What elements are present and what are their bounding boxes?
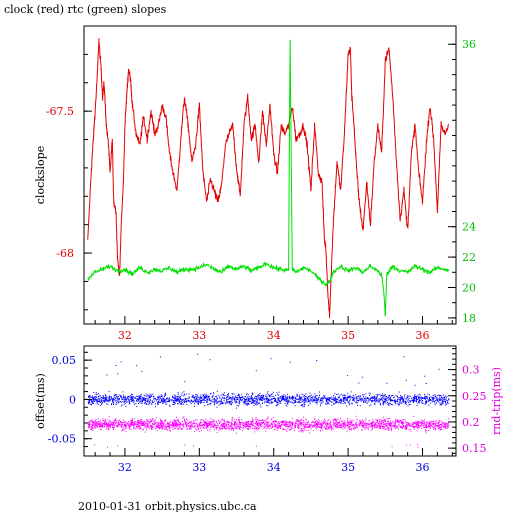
top-y2-tick-label: 18	[462, 312, 476, 325]
footer-caption: 2010-01-31 orbit.physics.ubc.ca	[78, 500, 257, 512]
clock-series-line	[87, 38, 450, 319]
top-x-tick-label: 33	[192, 329, 206, 342]
bottom-x-tick-label: 34	[267, 461, 281, 474]
bottom-x-tick-label: 33	[192, 461, 206, 474]
bottom-y2-tick-label: 0.3	[462, 364, 480, 377]
top-y2-tick-label: 22	[462, 251, 476, 264]
top-y2-tick-label: 20	[462, 282, 476, 295]
top-frame	[83, 25, 457, 325]
bottom-y-tick-label: 0	[69, 393, 76, 406]
bottom-y2-tick-label: 0.2	[462, 416, 480, 429]
bottom-y-tick-label: 0.05	[52, 354, 77, 367]
top-panel: 32 33 34 35 36 -67.5 -68 18 20 22 24 36 clockslope	[34, 25, 476, 342]
bottom-panel: 32 33 34 35 36 0.05 0 -0.05 0.3 0.25 0.2 0.15 offse…	[34, 345, 503, 474]
bottom-x-tick-label: 36	[416, 461, 430, 474]
top-x-tick-label: 35	[341, 329, 355, 342]
top-y-tick-label: -67.5	[46, 105, 74, 118]
top-series-layer	[87, 38, 450, 319]
bottom-x-tick-label: 32	[118, 461, 132, 474]
top-x-tick-label: 32	[118, 329, 132, 342]
top-y2-tick-label: 36	[462, 38, 476, 51]
offset-scatter-points	[87, 353, 450, 409]
bottom-x-tick-label: 35	[341, 461, 355, 474]
bottom-axes-layer: 32 33 34 35 36 0.05 0 -0.05 0.3 0.25 0.2 0.15	[48, 348, 487, 474]
bottom-y2-tick-label: 0.25	[462, 390, 487, 403]
bottom-y2-tick-label: 0.15	[462, 442, 487, 455]
top-axes-layer: 32 33 34 35 36 -67.5 -68 18 20 22 24 36	[46, 25, 476, 342]
top-y2-tick-label: 24	[462, 221, 476, 234]
y2-axis-label-rnd-trip: rnd-trip(ms)	[490, 367, 503, 435]
y-axis-label-offset: offset(ms)	[34, 373, 47, 429]
chart-title: clock (red) rtc (green) slopes	[4, 3, 167, 16]
bottom-series-layer	[87, 353, 450, 448]
bottom-y-tick-label: -0.05	[48, 433, 76, 446]
rtc-series-line	[87, 39, 450, 317]
y-axis-label-clockslope: clockslope	[34, 146, 47, 204]
top-y-tick-label: -68	[56, 247, 74, 260]
rnd-trip-scatter-points	[87, 415, 450, 448]
top-x-tick-label: 36	[416, 329, 430, 342]
top-x-tick-label: 34	[267, 329, 281, 342]
